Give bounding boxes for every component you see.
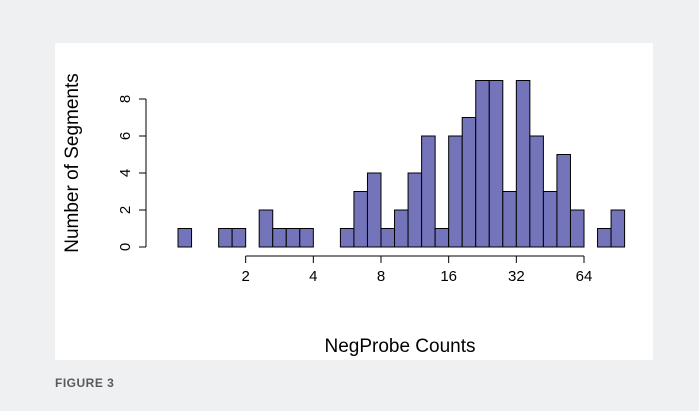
bar <box>597 228 612 248</box>
bar <box>515 80 531 248</box>
bar <box>488 80 504 248</box>
bar <box>366 172 382 248</box>
x-tick-label: 32 <box>508 268 525 285</box>
figure-caption: FIGURE 3 <box>55 376 115 390</box>
bar <box>339 228 355 248</box>
bar <box>529 135 544 248</box>
bar <box>258 209 274 248</box>
y-tick-label: 4 <box>117 169 134 177</box>
bar <box>407 172 423 248</box>
bar <box>394 209 409 248</box>
y-tick-label: 0 <box>117 243 134 251</box>
bar <box>502 191 517 248</box>
y-tick-label: 2 <box>117 206 134 214</box>
x-tick-label: 2 <box>241 268 249 285</box>
y-tick-label: 6 <box>117 132 134 140</box>
bar <box>231 228 247 248</box>
x-axis-label: NegProbe Counts <box>324 336 475 357</box>
bar <box>285 228 301 248</box>
bar <box>218 228 233 248</box>
bar <box>299 228 314 248</box>
bar <box>556 154 571 248</box>
bar <box>475 80 490 248</box>
bar <box>421 135 436 248</box>
bar <box>448 135 463 248</box>
bar <box>272 228 287 248</box>
bar <box>434 228 450 248</box>
bar <box>177 228 193 248</box>
bar <box>610 209 626 248</box>
x-tick-label: 16 <box>440 268 457 285</box>
x-tick-label: 64 <box>576 268 593 285</box>
y-axis-label: Number of Segments <box>62 73 83 253</box>
y-tick-label: 8 <box>117 95 134 103</box>
bar <box>542 191 558 248</box>
x-tick-label: 4 <box>309 268 317 285</box>
bar <box>461 117 477 248</box>
x-tick-label: 8 <box>377 268 385 285</box>
bar <box>353 191 368 248</box>
bar <box>380 228 396 248</box>
bar <box>569 209 585 248</box>
